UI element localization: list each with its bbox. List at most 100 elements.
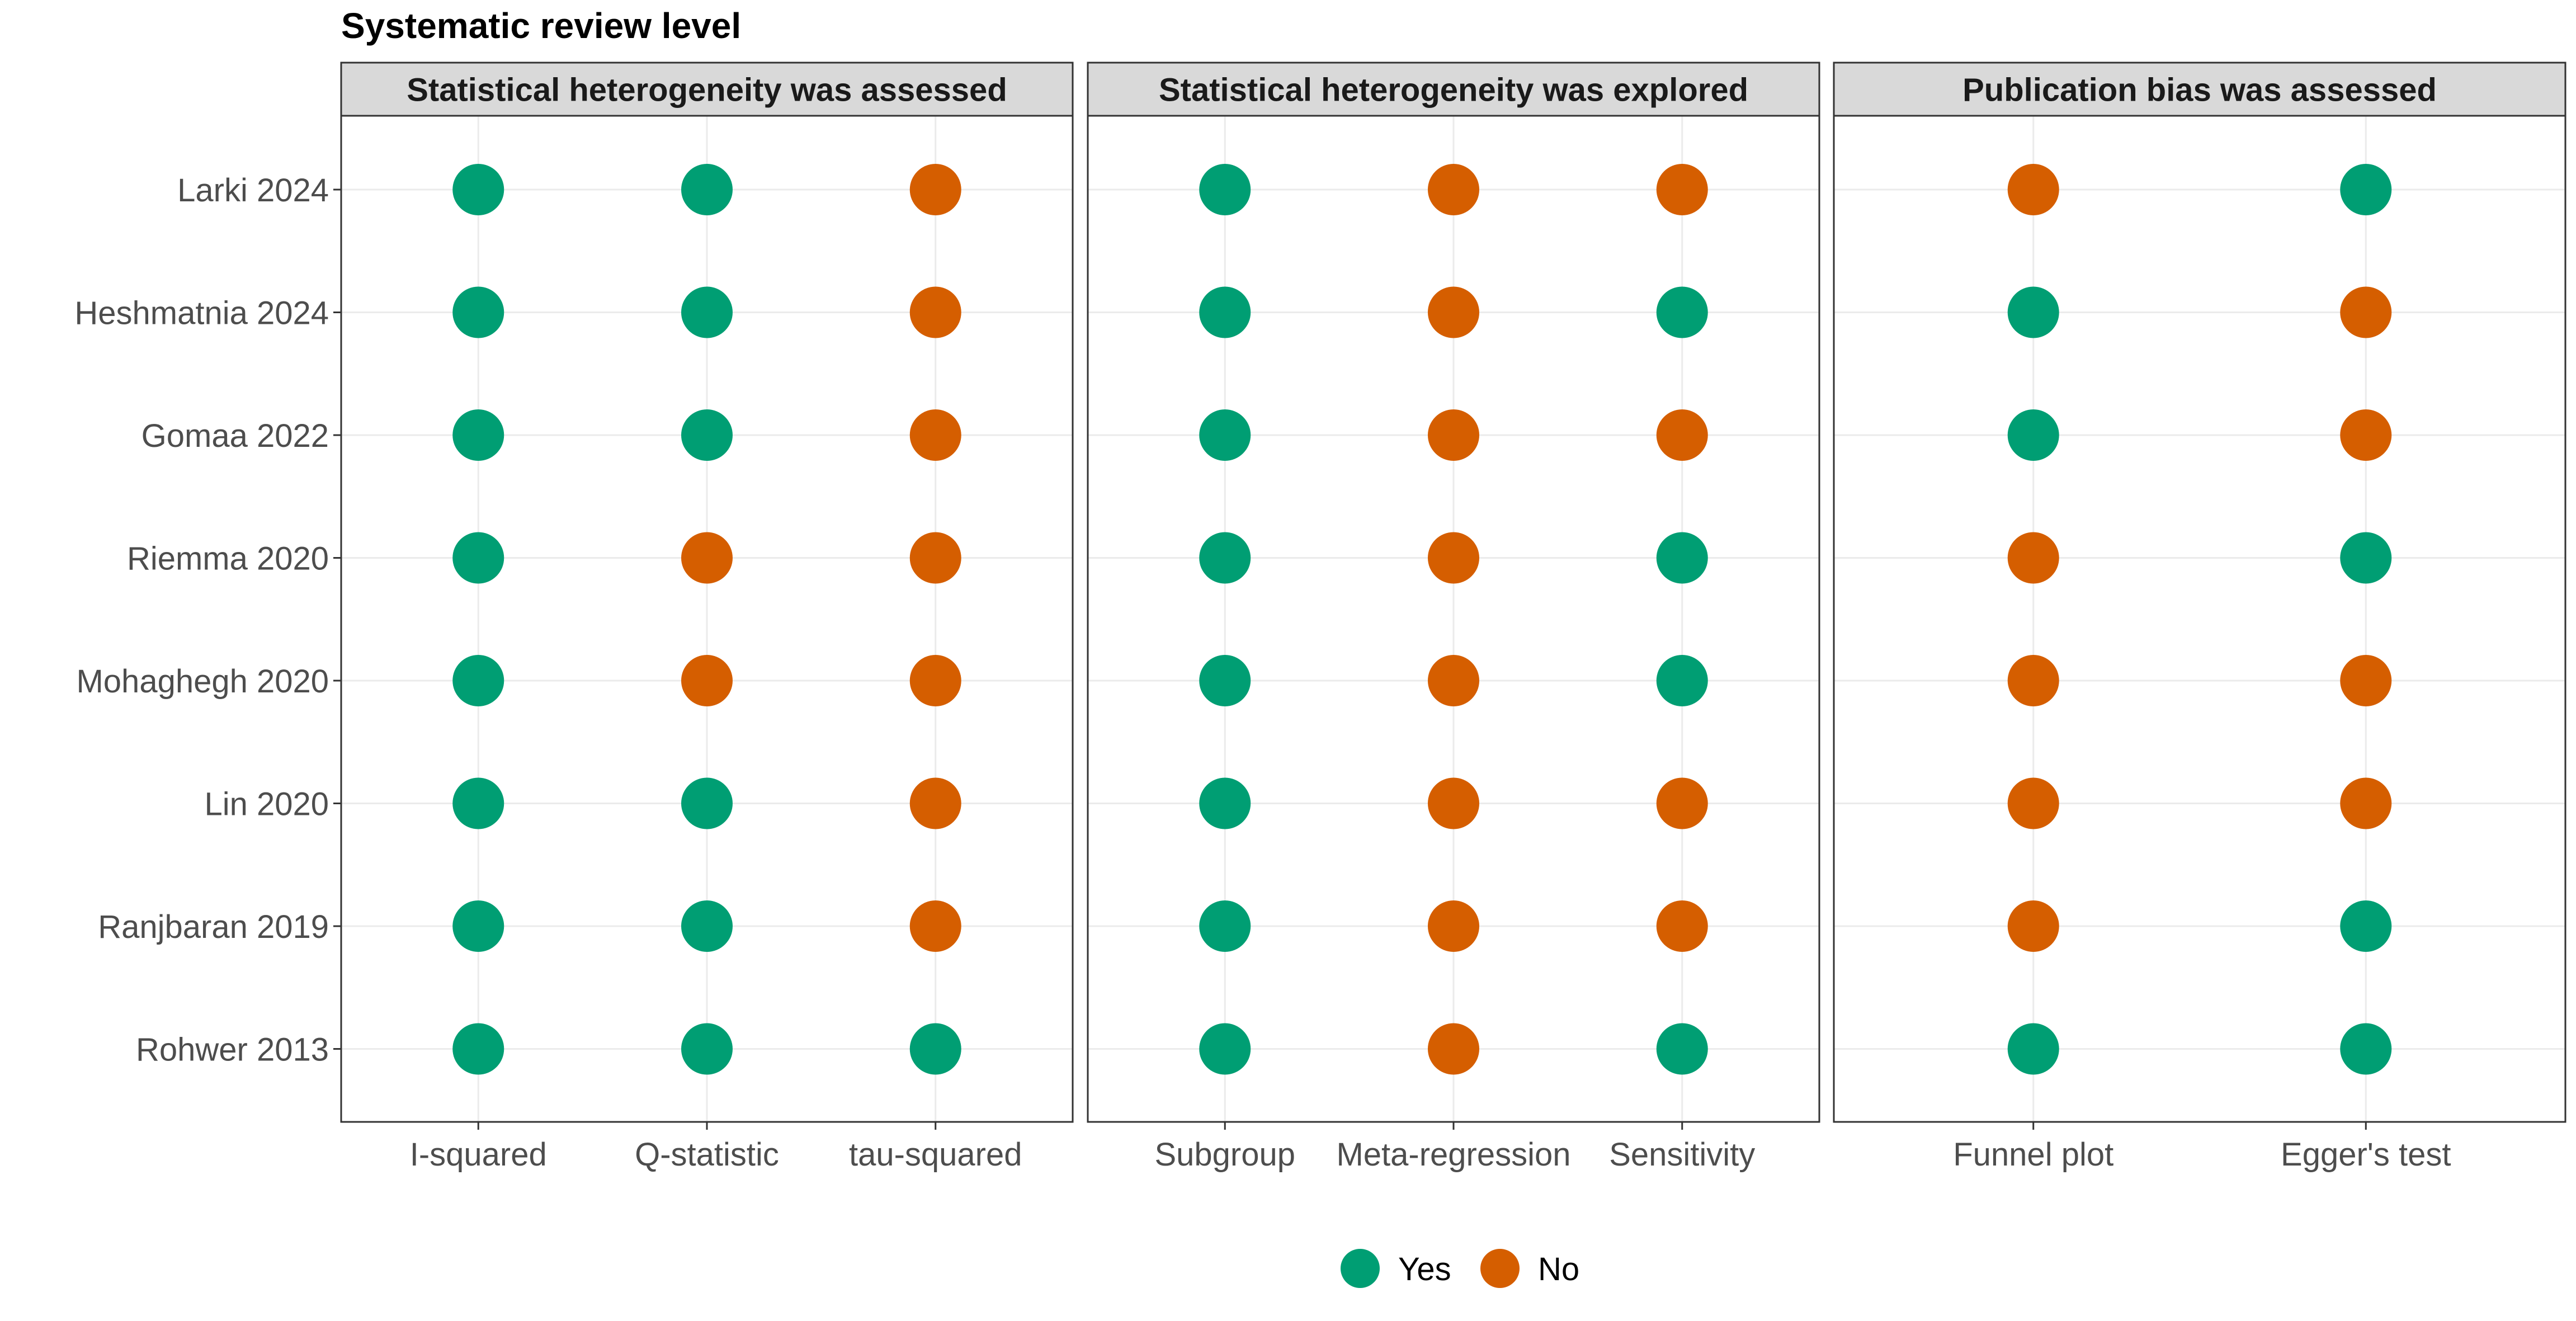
point-mohaghegh-2020-funnel-plot-no: [2007, 655, 2059, 706]
point-mohaghegh-2020-egger-s-test-no: [2340, 655, 2392, 706]
point-lin-2020-q-statistic-yes: [681, 777, 733, 829]
point-rohwer-2013-subgroup-yes: [1199, 1023, 1251, 1075]
facet-strip-label: Statistical heterogeneity was explored: [1159, 72, 1748, 108]
point-ranjbaran-2019-q-statistic-yes: [681, 900, 733, 952]
point-mohaghegh-2020-subgroup-yes: [1199, 655, 1251, 706]
legend-key-yes: [1341, 1249, 1380, 1288]
point-ranjbaran-2019-tau-squared-no: [909, 900, 961, 952]
x-tick-label-funnel-plot: Funnel plot: [1953, 1136, 2113, 1173]
point-gomaa-2022-meta-regression-no: [1428, 409, 1479, 461]
point-heshmatnia-2024-subgroup-yes: [1199, 286, 1251, 338]
point-larki-2024-q-statistic-yes: [681, 164, 733, 215]
y-tick-label-mohaghegh-2020: Mohaghegh 2020: [76, 663, 329, 700]
point-rohwer-2013-meta-regression-no: [1428, 1023, 1479, 1075]
legend-label-no: No: [1538, 1251, 1579, 1287]
point-larki-2024-meta-regression-no: [1428, 164, 1479, 215]
point-heshmatnia-2024-tau-squared-no: [909, 286, 961, 338]
x-tick-label-meta-regression: Meta-regression: [1336, 1136, 1570, 1173]
x-tick-label-q-statistic: Q-statistic: [635, 1136, 779, 1173]
point-larki-2024-funnel-plot-no: [2007, 164, 2059, 215]
x-tick-label-tau-squared: tau-squared: [849, 1136, 1022, 1173]
y-tick-label-ranjbaran-2019: Ranjbaran 2019: [98, 909, 329, 945]
point-riemma-2020-subgroup-yes: [1199, 532, 1251, 584]
facet-strip-label: Statistical heterogeneity was assessed: [407, 72, 1007, 108]
y-tick-label-gomaa-2022: Gomaa 2022: [141, 418, 329, 454]
point-gomaa-2022-subgroup-yes: [1199, 409, 1251, 461]
point-riemma-2020-funnel-plot-no: [2007, 532, 2059, 584]
point-lin-2020-funnel-plot-no: [2007, 777, 2059, 829]
point-mohaghegh-2020-tau-squared-no: [909, 655, 961, 706]
y-tick-label-riemma-2020: Riemma 2020: [127, 541, 329, 577]
point-riemma-2020-q-statistic-no: [681, 532, 733, 584]
point-gomaa-2022-q-statistic-yes: [681, 409, 733, 461]
panels: Statistical heterogeneity was assessed I-…: [340, 62, 2566, 1173]
panel-statistical-heterogeneity-was-assessed: Statistical heterogeneity was assessed I-…: [340, 62, 1074, 1173]
point-ranjbaran-2019-funnel-plot-no: [2007, 900, 2059, 952]
point-rohwer-2013-egger-s-test-yes: [2340, 1023, 2392, 1075]
point-rohwer-2013-tau-squared-yes: [909, 1023, 961, 1075]
point-mohaghegh-2020-i-squared-yes: [452, 655, 504, 706]
facet-strip: [1087, 62, 1820, 117]
legend: Yes No: [1341, 1249, 1579, 1288]
point-mohaghegh-2020-q-statistic-no: [681, 655, 733, 706]
point-lin-2020-meta-regression-no: [1428, 777, 1479, 829]
panel-statistical-heterogeneity-was-explored: Statistical heterogeneity was explored Su…: [1087, 62, 1820, 1173]
point-lin-2020-sensitivity-no: [1656, 777, 1708, 829]
point-lin-2020-tau-squared-no: [909, 777, 961, 829]
point-rohwer-2013-funnel-plot-yes: [2007, 1023, 2059, 1075]
x-tick-label-egger-s-test: Egger's test: [2281, 1136, 2451, 1173]
point-heshmatnia-2024-q-statistic-yes: [681, 286, 733, 338]
legend-item-no: No: [1480, 1249, 1579, 1288]
point-heshmatnia-2024-i-squared-yes: [452, 286, 504, 338]
point-mohaghegh-2020-sensitivity-yes: [1656, 655, 1708, 706]
point-riemma-2020-tau-squared-no: [909, 532, 961, 584]
point-rohwer-2013-sensitivity-yes: [1656, 1023, 1708, 1075]
point-heshmatnia-2024-egger-s-test-no: [2340, 286, 2392, 338]
point-gomaa-2022-sensitivity-no: [1656, 409, 1708, 461]
panel-border: [1833, 115, 2566, 1123]
point-larki-2024-egger-s-test-yes: [2340, 164, 2392, 215]
point-larki-2024-tau-squared-no: [909, 164, 961, 215]
legend-label-yes: Yes: [1398, 1251, 1451, 1287]
point-lin-2020-i-squared-yes: [452, 777, 504, 829]
facet-strip: [340, 62, 1074, 117]
y-axis: Larki 2024 Heshmatnia 2024 Gomaa 2022 Riemm…: [74, 172, 341, 1068]
point-riemma-2020-meta-regression-no: [1428, 532, 1479, 584]
point-riemma-2020-egger-s-test-yes: [2340, 532, 2392, 584]
point-gomaa-2022-i-squared-yes: [452, 409, 504, 461]
point-riemma-2020-sensitivity-yes: [1656, 532, 1708, 584]
point-riemma-2020-i-squared-yes: [452, 532, 504, 584]
y-tick-label-heshmatnia-2024: Heshmatnia 2024: [74, 295, 329, 332]
point-heshmatnia-2024-sensitivity-yes: [1656, 286, 1708, 338]
y-tick-label-larki-2024: Larki 2024: [177, 172, 329, 209]
point-larki-2024-sensitivity-no: [1656, 164, 1708, 215]
y-tick-label-rohwer-2013: Rohwer 2013: [136, 1032, 329, 1068]
point-ranjbaran-2019-subgroup-yes: [1199, 900, 1251, 952]
point-ranjbaran-2019-sensitivity-no: [1656, 900, 1708, 952]
x-tick-label-i-squared: I-squared: [410, 1136, 547, 1173]
point-mohaghegh-2020-meta-regression-no: [1428, 655, 1479, 706]
point-larki-2024-subgroup-yes: [1199, 164, 1251, 215]
point-gomaa-2022-egger-s-test-no: [2340, 409, 2392, 461]
legend-key-no: [1480, 1249, 1520, 1288]
panel-publication-bias-was-assessed: Publication bias was assessed Funnel plot…: [1833, 62, 2566, 1173]
x-tick-label-subgroup: Subgroup: [1154, 1136, 1295, 1173]
facet-strip: [1833, 62, 2566, 117]
point-ranjbaran-2019-egger-s-test-yes: [2340, 900, 2392, 952]
point-lin-2020-egger-s-test-no: [2340, 777, 2392, 829]
point-heshmatnia-2024-meta-regression-no: [1428, 286, 1479, 338]
point-rohwer-2013-i-squared-yes: [452, 1023, 504, 1075]
point-ranjbaran-2019-meta-regression-no: [1428, 900, 1479, 952]
chart-title: Systematic review level: [341, 6, 741, 46]
point-ranjbaran-2019-i-squared-yes: [452, 900, 504, 952]
point-lin-2020-subgroup-yes: [1199, 777, 1251, 829]
legend-item-yes: Yes: [1341, 1249, 1451, 1288]
point-gomaa-2022-tau-squared-no: [909, 409, 961, 461]
point-gomaa-2022-funnel-plot-yes: [2007, 409, 2059, 461]
point-larki-2024-i-squared-yes: [452, 164, 504, 215]
y-tick-label-lin-2020: Lin 2020: [204, 786, 329, 823]
point-heshmatnia-2024-funnel-plot-yes: [2007, 286, 2059, 338]
x-tick-label-sensitivity: Sensitivity: [1609, 1136, 1755, 1173]
facet-strip-label: Publication bias was assessed: [1962, 72, 2437, 108]
